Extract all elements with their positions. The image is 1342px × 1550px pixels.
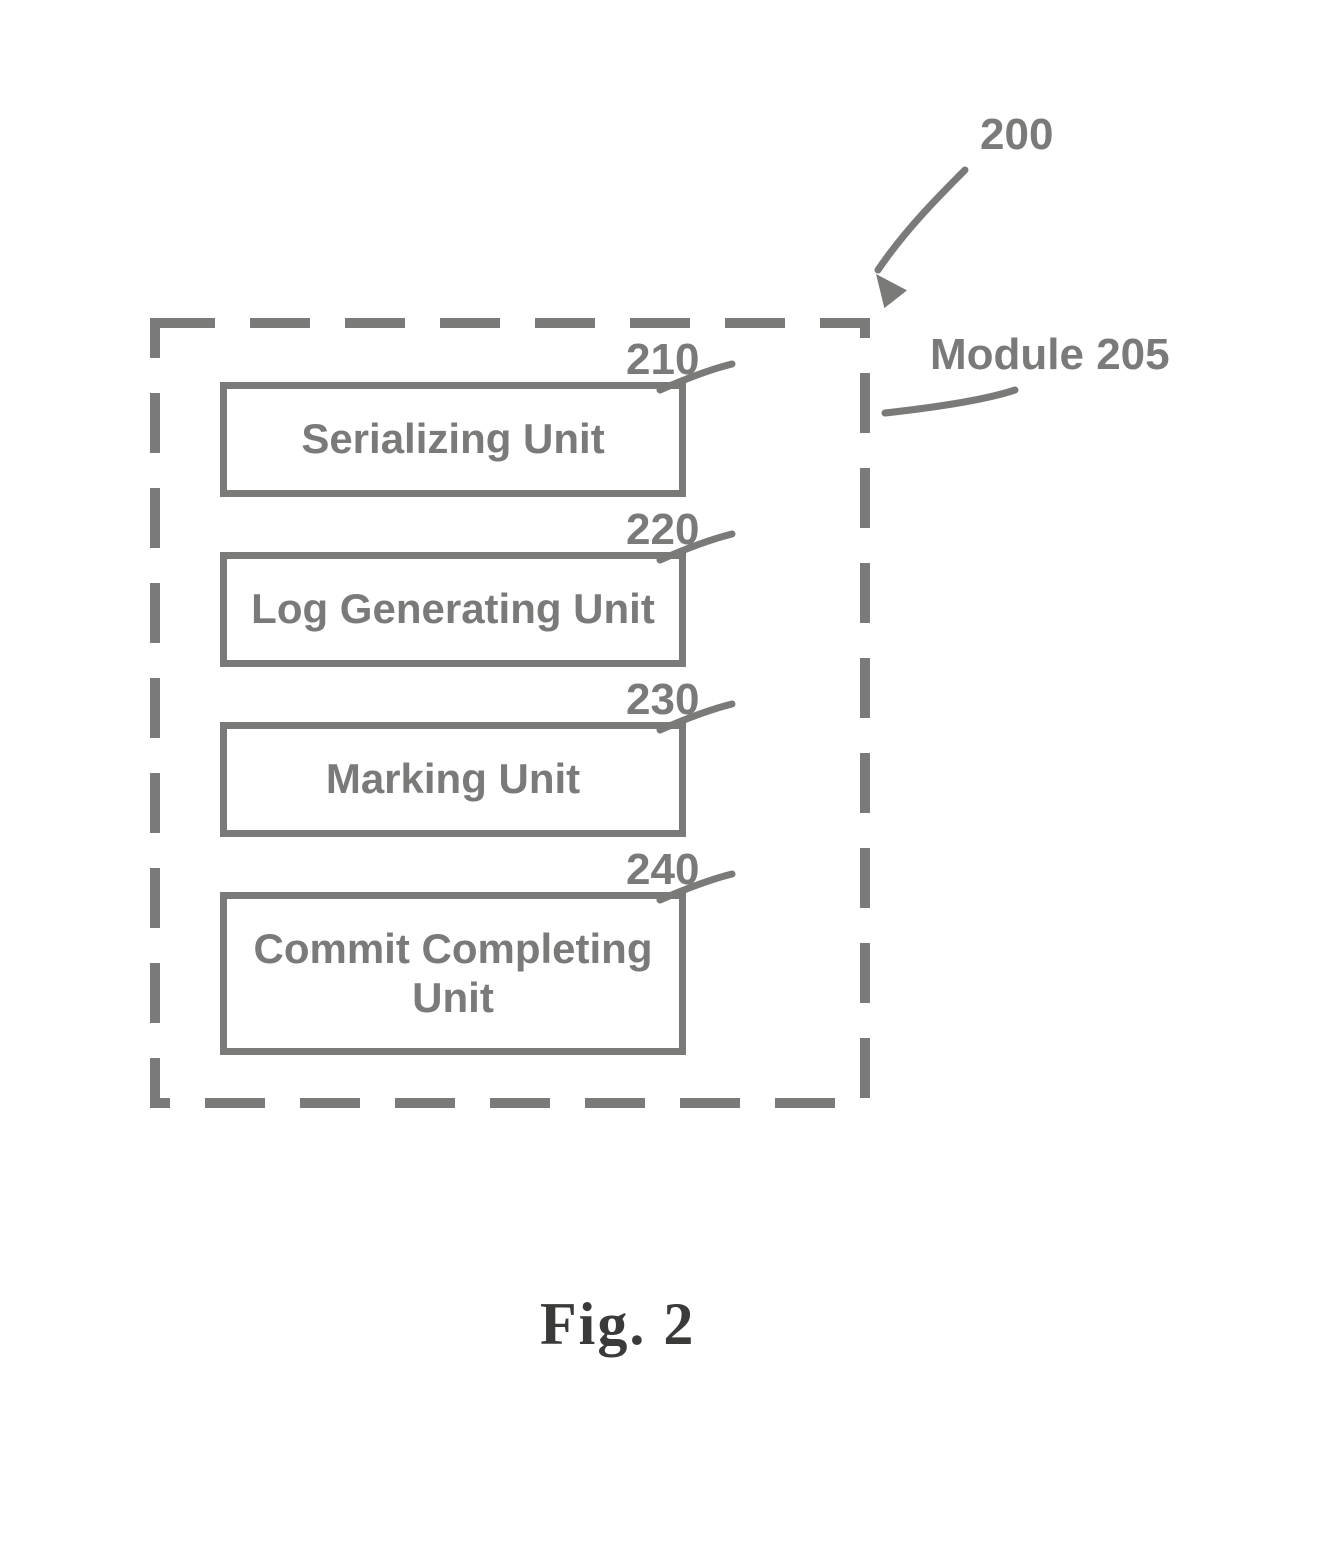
serializing-unit: Serializing Unit — [220, 382, 686, 497]
refnum-220: 220 — [626, 505, 699, 555]
refnum-200: 200 — [980, 110, 1053, 160]
diagram-canvas: { "figureLabel": "Fig. 2", "overallRefNu… — [0, 0, 1342, 1550]
refnum-240: 240 — [626, 845, 699, 895]
log-generating-unit: Log Generating Unit — [220, 552, 686, 667]
refnum-230: 230 — [626, 675, 699, 725]
unit-label: Log Generating Unit — [251, 585, 655, 633]
refnum-210: 210 — [626, 335, 699, 385]
unit-label: Marking Unit — [326, 755, 580, 803]
unit-label: Serializing Unit — [301, 415, 604, 463]
module-label: Module 205 — [930, 330, 1170, 380]
commit-completing-unit: Commit Completing Unit — [220, 892, 686, 1055]
figure-caption: Fig. 2 — [540, 1290, 695, 1359]
unit-label: Commit Completing Unit — [237, 925, 669, 1022]
marking-unit: Marking Unit — [220, 722, 686, 837]
